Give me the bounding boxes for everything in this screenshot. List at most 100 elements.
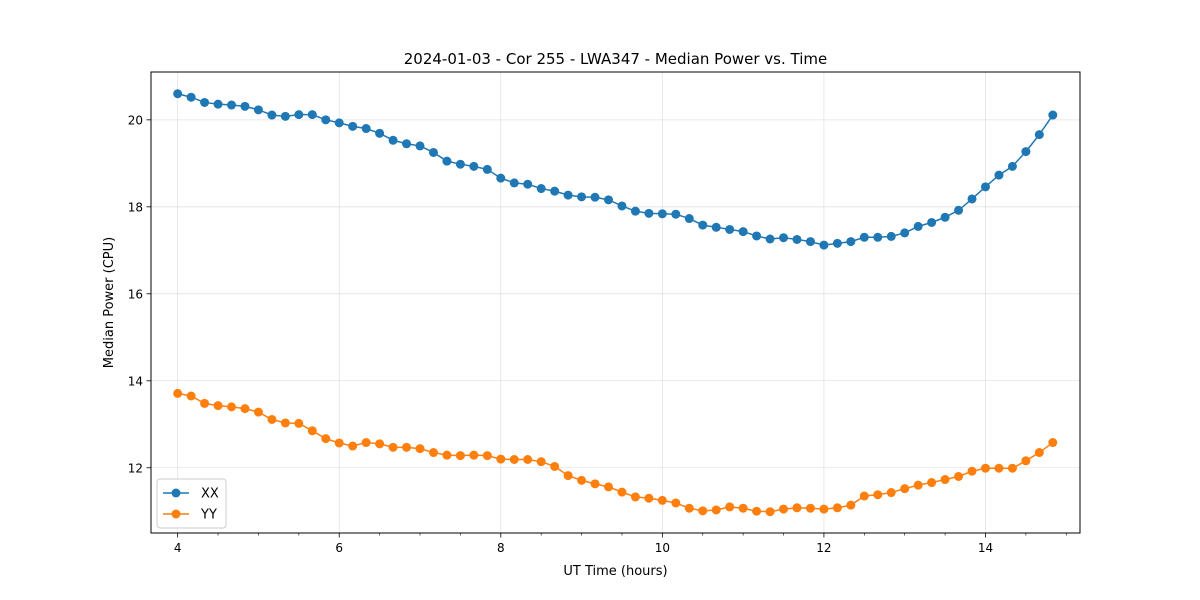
data-point-yy xyxy=(361,438,371,448)
data-point-xx xyxy=(792,234,802,244)
data-point-xx xyxy=(698,220,708,230)
x-tick-label: 4 xyxy=(174,541,182,555)
data-point-yy xyxy=(752,506,762,516)
data-point-yy xyxy=(577,475,587,485)
data-point-xx xyxy=(402,139,412,149)
data-point-yy xyxy=(415,444,425,454)
y-tick-label: 18 xyxy=(128,200,143,214)
data-point-yy xyxy=(684,503,694,513)
data-point-yy xyxy=(846,500,856,510)
data-point-xx xyxy=(980,182,990,192)
data-point-xx xyxy=(1034,130,1044,140)
data-point-xx xyxy=(765,234,775,244)
data-point-xx xyxy=(1021,147,1031,157)
data-point-yy xyxy=(900,484,910,494)
data-point-yy xyxy=(886,488,896,498)
y-tick-label: 14 xyxy=(128,374,143,388)
data-point-xx xyxy=(442,156,452,166)
x-tick-label: 10 xyxy=(655,541,670,555)
data-point-xx xyxy=(294,110,304,120)
data-point-yy xyxy=(873,490,883,500)
data-point-yy xyxy=(200,398,210,408)
data-point-yy xyxy=(927,478,937,488)
data-point-xx xyxy=(832,238,842,248)
data-point-yy xyxy=(859,491,869,501)
data-point-yy xyxy=(509,455,519,464)
data-point-xx xyxy=(496,173,506,183)
data-point-yy xyxy=(832,503,842,513)
data-point-xx xyxy=(604,195,613,205)
data-point-yy xyxy=(725,502,735,512)
data-point-yy xyxy=(940,475,950,485)
grid xyxy=(151,72,1080,533)
series-line-yy xyxy=(177,392,1054,513)
data-point-yy xyxy=(994,463,1004,473)
data-point-yy xyxy=(671,498,681,508)
data-point-xx xyxy=(738,227,748,237)
data-point-yy xyxy=(617,487,627,497)
data-point-yy xyxy=(375,439,385,449)
data-point-xx xyxy=(779,233,789,243)
data-point-yy xyxy=(334,438,344,448)
legend-label-yy: YY xyxy=(200,508,217,523)
data-point-xx xyxy=(752,231,762,241)
data-point-xx xyxy=(819,240,829,250)
data-point-xx xyxy=(523,179,533,189)
plot-frame xyxy=(150,71,1081,534)
data-point-yy xyxy=(980,463,990,473)
data-point-yy xyxy=(496,454,506,464)
y-axis-label: Median Power (CPU) xyxy=(102,237,117,368)
x-tick-label: 8 xyxy=(497,541,505,555)
data-point-xx xyxy=(482,164,492,174)
data-point-xx xyxy=(321,115,331,125)
data-point-yy xyxy=(738,503,748,513)
data-point-xx xyxy=(253,105,263,115)
data-point-xx xyxy=(630,206,640,216)
data-point-xx xyxy=(348,121,358,131)
data-point-xx xyxy=(361,124,371,134)
data-point-yy xyxy=(348,441,358,451)
data-point-xx xyxy=(577,192,587,202)
series-xx xyxy=(173,89,1058,250)
data-point-xx xyxy=(550,186,560,196)
data-point-yy xyxy=(455,451,465,461)
data-point-yy xyxy=(604,482,613,492)
data-point-xx xyxy=(590,192,600,202)
data-point-xx xyxy=(388,135,398,145)
data-point-yy xyxy=(536,457,546,467)
data-point-xx xyxy=(644,208,654,218)
data-point-xx xyxy=(267,110,277,120)
data-point-yy xyxy=(240,404,250,414)
data-point-xx xyxy=(334,118,344,128)
data-point-yy xyxy=(590,479,600,489)
data-point-xx xyxy=(913,221,923,231)
data-point-xx xyxy=(455,159,465,169)
data-point-xx xyxy=(967,194,977,204)
data-point-xx xyxy=(1048,110,1058,120)
data-point-xx xyxy=(684,214,694,224)
data-point-xx xyxy=(805,237,815,247)
data-point-yy xyxy=(819,504,829,514)
data-point-xx xyxy=(886,231,896,241)
data-point-xx xyxy=(280,111,290,121)
data-point-xx xyxy=(846,237,856,247)
chart-title: 2024-01-03 - Cor 255 - LWA347 - Median P… xyxy=(404,50,828,68)
y-tick-label: 20 xyxy=(128,113,143,127)
y-tick-label: 12 xyxy=(128,461,143,475)
series-yy xyxy=(173,388,1058,517)
data-point-yy xyxy=(792,503,802,513)
data-point-xx xyxy=(725,224,735,234)
data-point-xx xyxy=(900,228,910,238)
data-point-yy xyxy=(267,414,277,424)
data-point-xx xyxy=(657,209,667,219)
axes: 4 6 8 10 12 14 12 14 16 18 20 xyxy=(128,113,1067,555)
data-point-xx xyxy=(509,178,519,188)
data-point-xx xyxy=(711,222,721,232)
data-point-yy xyxy=(388,442,398,452)
data-point-yy xyxy=(253,407,263,417)
data-point-xx xyxy=(173,89,183,99)
data-point-xx xyxy=(563,190,573,200)
data-point-xx xyxy=(859,232,869,242)
x-tick-label: 12 xyxy=(816,541,831,555)
